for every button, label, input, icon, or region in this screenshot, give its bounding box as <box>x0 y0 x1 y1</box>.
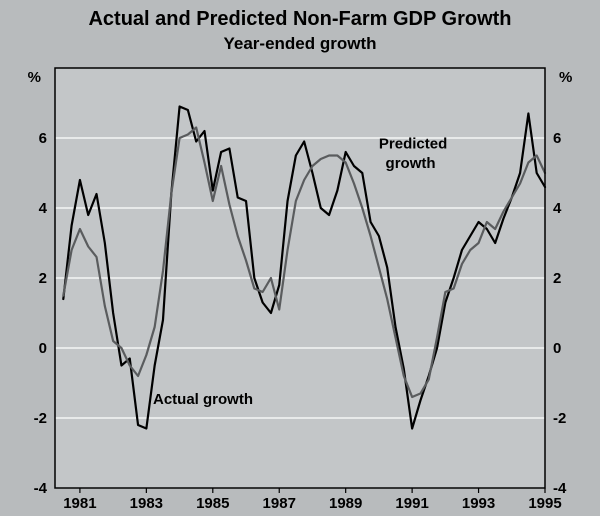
series-label: growth <box>386 155 436 172</box>
series-label: Actual growth <box>153 391 253 408</box>
series-label: Predicted <box>379 136 447 153</box>
x-tick: 1987 <box>263 495 296 512</box>
y-tick-left: 2 <box>39 270 47 287</box>
y-tick-left: -4 <box>34 480 48 497</box>
x-tick: 1983 <box>130 495 163 512</box>
x-tick: 1989 <box>329 495 362 512</box>
x-tick: 1985 <box>196 495 229 512</box>
y-unit-right: % <box>559 69 572 86</box>
y-tick-right: -2 <box>553 410 566 427</box>
gdp-growth-chart: Actual and Predicted Non-Farm GDP Growth… <box>0 0 600 516</box>
chart-svg: -4-4-2-200224466%%1981198319851987198919… <box>0 0 600 516</box>
y-tick-left: -2 <box>34 410 47 427</box>
y-unit-left: % <box>28 69 41 86</box>
x-tick: 1995 <box>528 495 561 512</box>
x-tick: 1981 <box>63 495 96 512</box>
x-tick: 1991 <box>395 495 428 512</box>
y-tick-right: 4 <box>553 200 562 217</box>
y-tick-right: 6 <box>553 130 561 147</box>
y-tick-left: 4 <box>39 200 48 217</box>
y-tick-right: 2 <box>553 270 561 287</box>
y-tick-left: 0 <box>39 340 47 357</box>
y-tick-right: 0 <box>553 340 561 357</box>
y-tick-left: 6 <box>39 130 47 147</box>
x-tick: 1993 <box>462 495 495 512</box>
